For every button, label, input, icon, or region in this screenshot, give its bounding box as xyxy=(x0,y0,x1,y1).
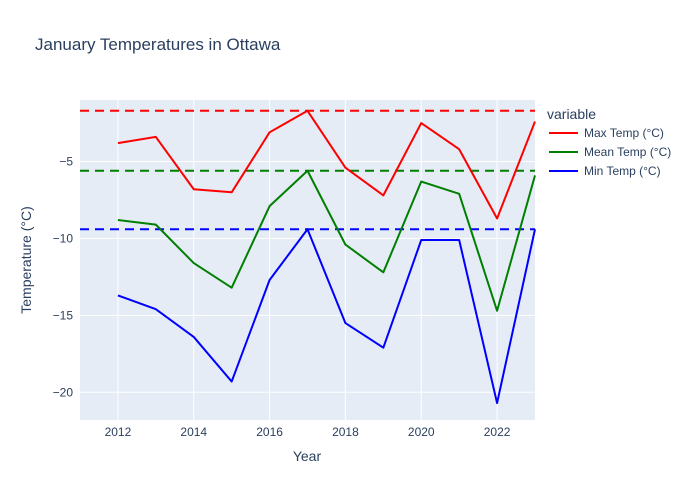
series-line xyxy=(117,169,536,312)
y-axis-title: Temperature (°C) xyxy=(18,206,34,314)
y-tick-label: −10 xyxy=(53,231,74,245)
chart-title: January Temperatures in Ottawa xyxy=(35,35,281,54)
legend-label: Max Temp (°C) xyxy=(584,126,664,140)
y-axis-ticks: −5 −10 −15 −20 xyxy=(53,155,74,400)
y-tick-label: −15 xyxy=(53,308,74,322)
legend-item[interactable]: Max Temp (°C) xyxy=(549,126,664,140)
x-tick-label: 2016 xyxy=(256,425,283,439)
x-tick-label: 2022 xyxy=(484,425,511,439)
y-tick-label: −5 xyxy=(59,155,73,169)
plot-area xyxy=(80,100,535,420)
series-line xyxy=(117,109,536,220)
x-axis-title: Year xyxy=(293,448,322,464)
x-tick-label: 2020 xyxy=(408,425,435,439)
y-tick-label: −20 xyxy=(53,385,74,399)
x-tick-label: 2014 xyxy=(180,425,207,439)
legend[interactable]: variable Max Temp (°C) Mean Temp (°C) Min … xyxy=(547,106,671,178)
x-tick-label: 2018 xyxy=(332,425,359,439)
series-line xyxy=(117,228,536,405)
x-tick-label: 2012 xyxy=(105,425,132,439)
x-axis-ticks: 2012 2014 2016 2018 2020 2022 xyxy=(105,425,511,439)
series-lines xyxy=(117,109,536,405)
legend-item[interactable]: Min Temp (°C) xyxy=(549,164,661,178)
gridlines xyxy=(80,100,535,420)
legend-label: Mean Temp (°C) xyxy=(584,145,671,159)
legend-item[interactable]: Mean Temp (°C) xyxy=(549,145,671,159)
legend-title: variable xyxy=(547,106,596,122)
legend-label: Min Temp (°C) xyxy=(584,164,661,178)
